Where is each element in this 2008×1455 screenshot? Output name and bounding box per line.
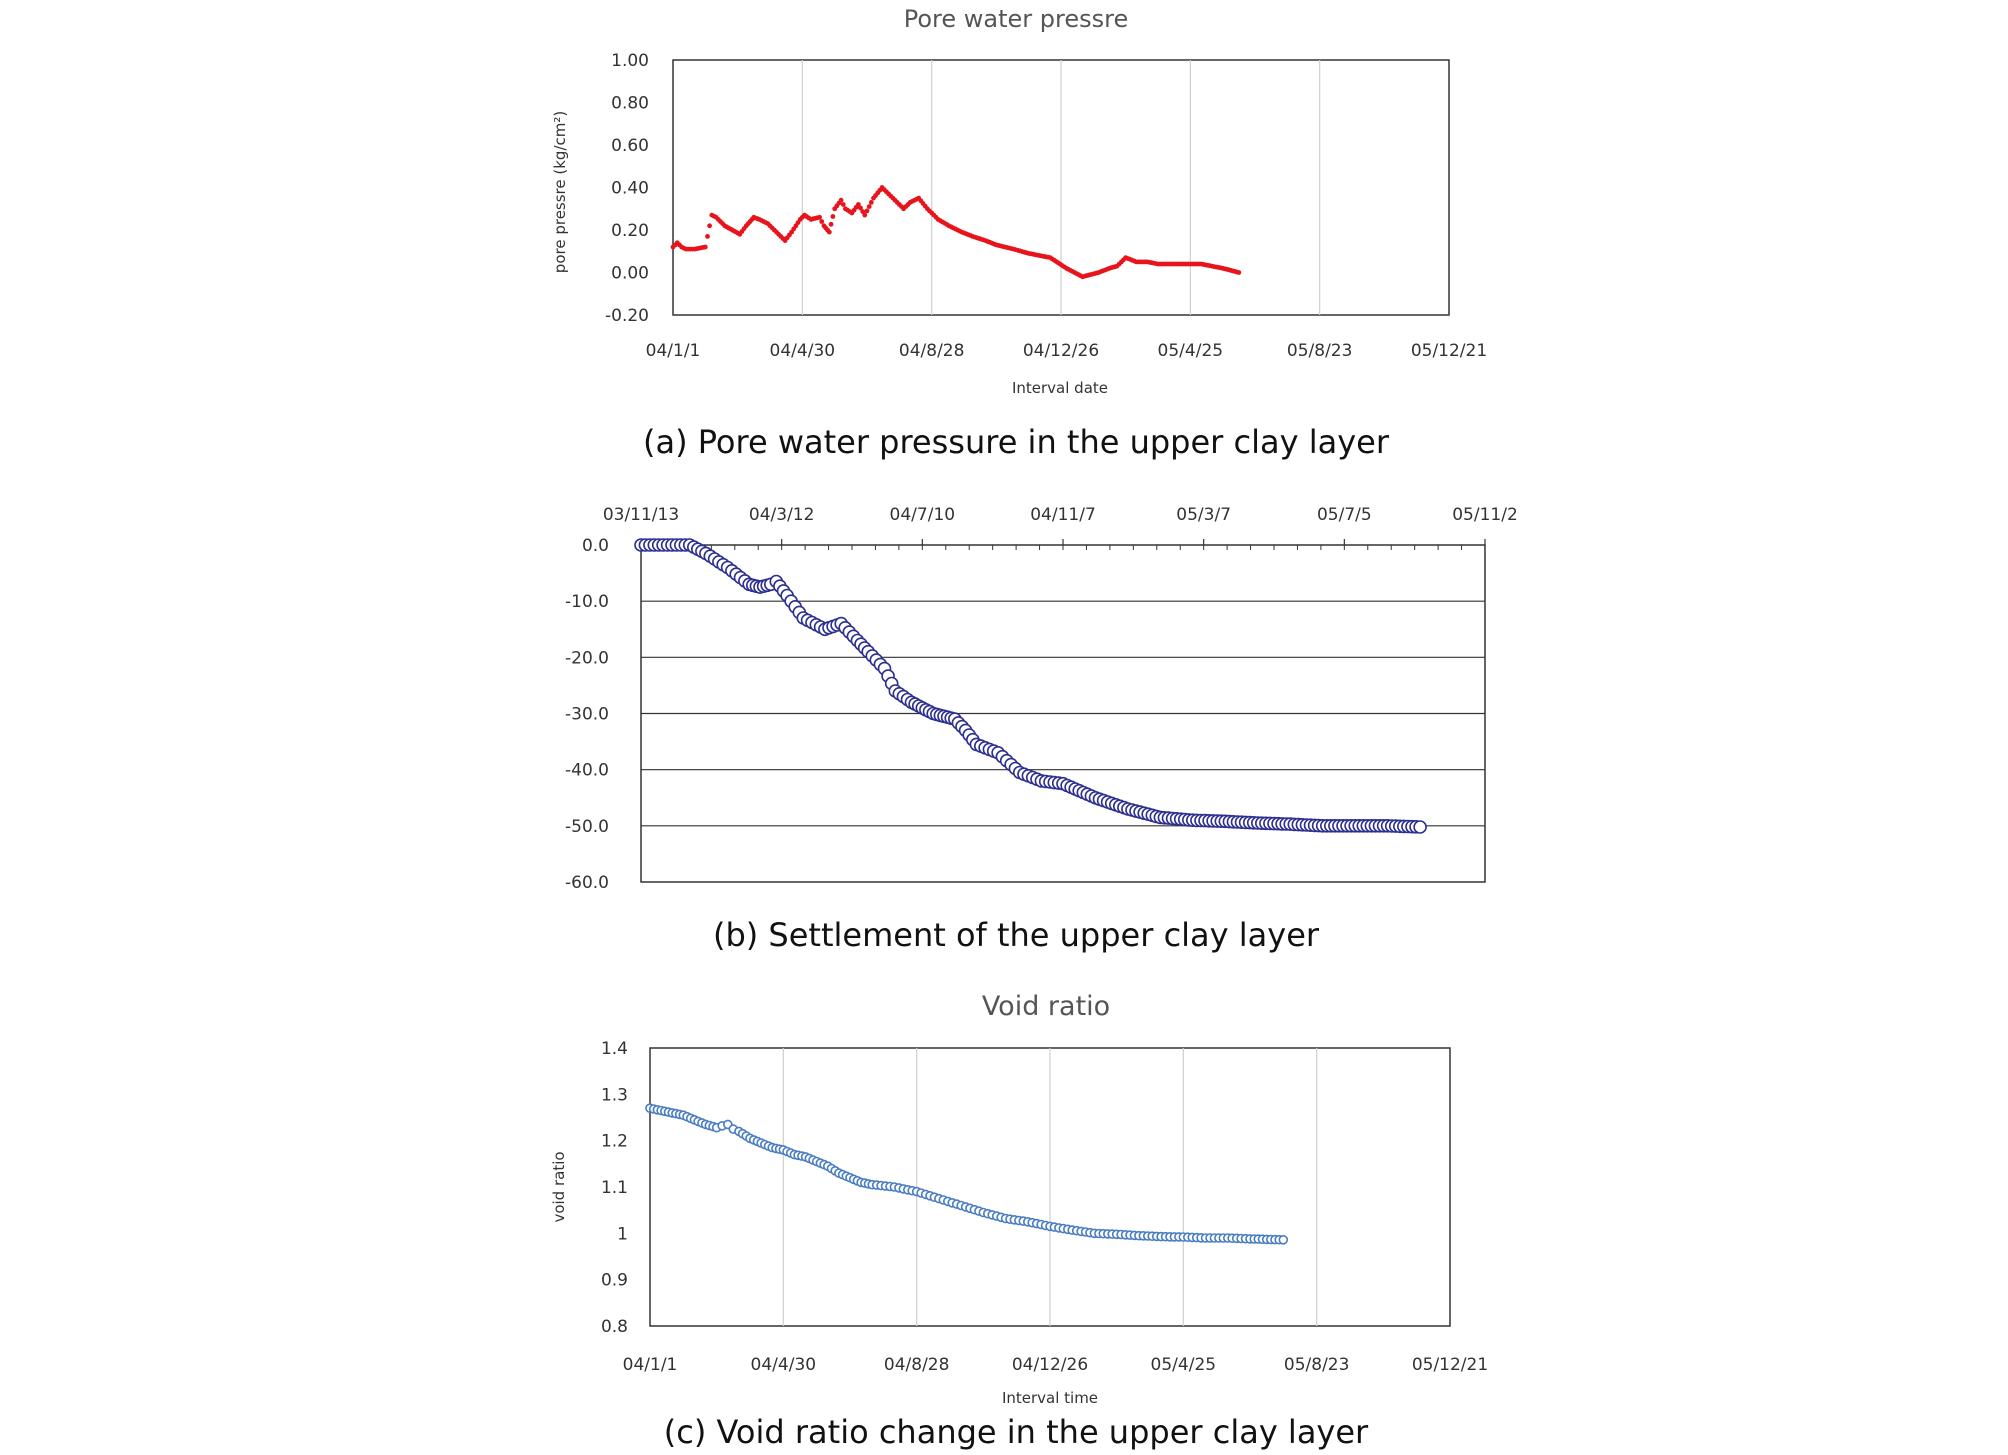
chart-b-ytick: 0.0 — [582, 536, 609, 556]
chart-a-ytick: 0.60 — [611, 136, 649, 156]
chart-a-ytick: 0.40 — [611, 179, 649, 199]
chart-c-xtick: 05/12/21 — [1412, 1355, 1488, 1375]
chart-a-data-point — [826, 229, 832, 235]
chart-a-data-point — [862, 212, 868, 218]
chart-a-ytick: 0.00 — [611, 264, 649, 284]
chart-b-xtick: 03/11/13 — [603, 505, 679, 525]
chart-a-xtick: 04/4/30 — [770, 341, 836, 361]
chart-a-xtick: 05/8/23 — [1287, 341, 1353, 361]
chart-a-data-point — [828, 221, 834, 227]
chart-b-xtick: 04/11/7 — [1030, 505, 1096, 525]
chart-a-data-point — [866, 204, 872, 210]
chart-a-data-point — [830, 214, 836, 219]
chart-a-data-point — [856, 202, 861, 207]
chart-void-ratio: Void ratio 1.4 1.3 1.2 1.1 1 0.9 0.8 04/1/1 04/… — [550, 991, 1488, 1451]
chart-c-xtick: 05/8/23 — [1284, 1355, 1350, 1375]
chart-a-xtick: 04/1/1 — [646, 341, 701, 361]
chart-b-ytick: -20.0 — [565, 648, 609, 668]
chart-c-ytick: 0.9 — [601, 1271, 628, 1291]
chart-a-data-point — [817, 214, 822, 220]
chart-a-data-point — [868, 200, 874, 205]
chart-b-ytick: -60.0 — [565, 873, 609, 893]
chart-c-ytick: 1 — [617, 1224, 628, 1244]
chart-c-ytick: 0.8 — [601, 1317, 628, 1337]
chart-a-xlabel: Interval date — [1012, 379, 1108, 397]
chart-b-ytick: -40.0 — [565, 761, 609, 781]
chart-b-xtick: 05/3/7 — [1176, 505, 1231, 525]
chart-a-ytick: -0.20 — [605, 306, 649, 326]
chart-a-data-point — [864, 208, 870, 214]
chart-c-xtick: 04/4/30 — [751, 1355, 817, 1375]
chart-a-data-point — [858, 205, 863, 211]
chart-a-ylabel: pore pressre (kg/cm²) — [551, 111, 569, 273]
chart-b-caption: (b) Settlement of the upper clay layer — [713, 916, 1320, 954]
chart-a-title: Pore water pressre — [904, 5, 1129, 33]
chart-a-xtick: 04/12/26 — [1023, 341, 1099, 361]
chart-c-ytick: 1.1 — [601, 1178, 628, 1198]
chart-c-xlabel: Interval time — [1002, 1389, 1098, 1407]
chart-c-ytick: 1.3 — [601, 1085, 628, 1105]
chart-a-data-point — [702, 244, 708, 250]
chart-c-xtick: 04/1/1 — [623, 1355, 678, 1375]
chart-pore-pressure: Pore water pressre 1.00 0.80 0.60 0.40 0.20 0… — [551, 5, 1487, 461]
chart-b-xtick: 05/7/5 — [1317, 505, 1372, 525]
chart-b-data-point — [1413, 820, 1427, 834]
chart-a-ytick: 0.20 — [611, 221, 649, 241]
chart-c-xtick: 04/12/26 — [1012, 1355, 1088, 1375]
chart-b-xtick: 04/7/10 — [890, 505, 956, 525]
chart-c-title: Void ratio — [982, 991, 1110, 1022]
chart-c-ytick: 1.2 — [601, 1132, 628, 1152]
chart-a-xtick: 04/8/28 — [899, 341, 965, 361]
chart-c-ylabel: void ratio — [550, 1151, 568, 1222]
chart-a-ytick: 1.00 — [611, 51, 649, 71]
chart-b-ytick: -30.0 — [565, 705, 609, 725]
chart-a-data-point — [840, 202, 846, 207]
chart-b-xtick: 05/11/2 — [1452, 505, 1518, 525]
chart-a-ytick: 0.80 — [611, 94, 649, 114]
chart-a-xtick: 05/4/25 — [1158, 341, 1224, 361]
chart-c-caption: (c) Void ratio change in the upper clay … — [664, 1413, 1369, 1451]
chart-c-xtick: 04/8/28 — [884, 1355, 950, 1375]
chart-c-ytick: 1.4 — [601, 1039, 628, 1059]
chart-a-data-point — [1236, 270, 1242, 275]
chart-c-data-point — [1278, 1235, 1289, 1245]
chart-a-data-point — [860, 209, 866, 215]
chart-a-data-point — [838, 197, 844, 203]
chart-a-data-point — [707, 223, 712, 229]
chart-b-ytick: -50.0 — [565, 817, 609, 837]
chart-b-xtick: 04/3/12 — [749, 505, 815, 525]
chart-a-caption: (a) Pore water pressure in the upper cla… — [643, 423, 1390, 461]
chart-settlement: 0.0 -10.0 -20.0 -30.0 -40.0 -50.0 -60.0 03/11/… — [565, 505, 1518, 954]
chart-b-ytick: -10.0 — [565, 592, 609, 612]
chart-a-data-point — [819, 219, 825, 224]
chart-a-xtick: 05/12/21 — [1411, 341, 1487, 361]
chart-a-data-point — [705, 234, 710, 239]
chart-c-xtick: 05/4/25 — [1151, 1355, 1217, 1375]
